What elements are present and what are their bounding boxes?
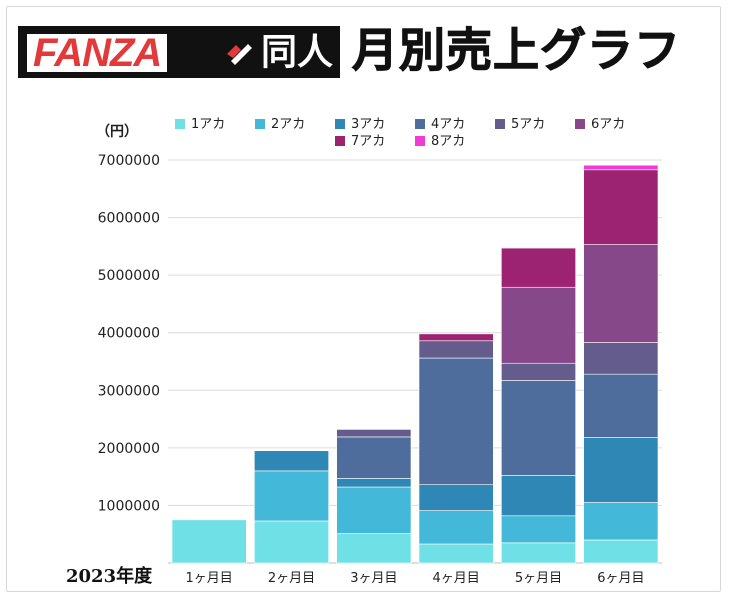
bars bbox=[171, 164, 659, 564]
bar-segment-4 bbox=[583, 373, 659, 438]
x-category-label: 3ヶ月目 bbox=[350, 571, 397, 586]
legend-swatch bbox=[335, 119, 345, 129]
bar-segment-5 bbox=[418, 340, 494, 359]
legend-swatch bbox=[255, 119, 265, 129]
legend-label: 4アカ bbox=[431, 117, 465, 132]
x-category-label: 5ヶ月目 bbox=[515, 571, 562, 586]
legend: 1アカ 2アカ 3アカ 4アカ 5アカ 6アカ 7アカ 8アカ bbox=[175, 117, 625, 149]
legend-label: 2アカ bbox=[271, 117, 305, 132]
fanza-check-icon bbox=[227, 44, 252, 65]
legend-swatch bbox=[495, 119, 505, 129]
y-tick-label: 6000000 bbox=[98, 211, 160, 227]
bar-segment-1 bbox=[583, 539, 659, 564]
bar-segment-1 bbox=[336, 533, 412, 564]
y-tick-label: 5000000 bbox=[98, 268, 160, 284]
y-tick-label: 2000000 bbox=[98, 441, 160, 457]
legend-label: 6アカ bbox=[591, 117, 625, 132]
bar-segment-2 bbox=[254, 470, 329, 522]
bar-segment-7 bbox=[501, 247, 576, 288]
x-category-label: 6ヶ月目 bbox=[597, 571, 644, 586]
bar-segment-6 bbox=[501, 286, 576, 364]
bar-segment-4 bbox=[501, 380, 576, 476]
legend-swatch bbox=[335, 136, 345, 146]
legend-swatch bbox=[415, 119, 425, 129]
y-axis-ticks: 1000000 2000000 3000000 4000000 5000000 60000… bbox=[98, 153, 160, 514]
bar-segment-3 bbox=[418, 484, 494, 511]
page-title: 月別売上グラフ bbox=[352, 23, 681, 78]
bar-segment-7 bbox=[583, 169, 659, 245]
legend-label: 8アカ bbox=[431, 134, 465, 149]
bar-segment-3 bbox=[336, 478, 412, 488]
y-tick-label: 4000000 bbox=[98, 326, 160, 342]
logo-fanza-text: FANZA bbox=[27, 33, 168, 73]
bar-segment-6 bbox=[583, 244, 659, 343]
chart-frame bbox=[6, 6, 721, 592]
bar-segment-1 bbox=[501, 542, 576, 564]
bar-segment-3 bbox=[501, 475, 576, 517]
gridlines bbox=[168, 159, 662, 564]
legend-swatch bbox=[175, 119, 185, 129]
bar-segment-2 bbox=[418, 510, 494, 545]
legend-swatch bbox=[575, 119, 585, 129]
y-tick-label: 3000000 bbox=[98, 383, 160, 399]
bar-segment-3 bbox=[254, 450, 329, 472]
x-category-label: 2ヶ月目 bbox=[268, 571, 315, 586]
logo-doujin-text: 同人 bbox=[261, 32, 334, 73]
y-unit-label: （円） bbox=[96, 124, 138, 140]
y-tick-label: 7000000 bbox=[98, 153, 160, 169]
bar-segment-2 bbox=[501, 515, 576, 544]
x-category-label: 1ヶ月目 bbox=[186, 571, 233, 586]
legend-label: 3アカ bbox=[351, 117, 385, 132]
bar-segment-8 bbox=[583, 164, 659, 171]
bar-segment-3 bbox=[583, 437, 659, 503]
bar-segment-4 bbox=[418, 357, 494, 486]
bar-segment-2 bbox=[583, 502, 659, 541]
bar-segment-1 bbox=[254, 520, 329, 564]
bar-segment-2 bbox=[336, 486, 412, 534]
bar-segment-4 bbox=[336, 436, 412, 479]
legend-label: 7アカ bbox=[351, 134, 385, 149]
fiscal-year-label: 2023年度 bbox=[66, 565, 153, 587]
bar-segment-5 bbox=[583, 342, 659, 375]
legend-label: 1アカ bbox=[191, 117, 225, 132]
fanza-doujin-logo: FANZA 同人 bbox=[18, 26, 340, 78]
x-category-label: 4ヶ月目 bbox=[433, 571, 480, 586]
legend-swatch bbox=[415, 136, 425, 146]
bar-segment-1 bbox=[171, 519, 247, 564]
legend-label: 5アカ bbox=[511, 117, 545, 132]
x-axis-categories: 1ヶ月目 2ヶ月目 3ヶ月目 4ヶ月目 5ヶ月目 6ヶ月目 bbox=[186, 571, 645, 586]
bar-segment-1 bbox=[418, 543, 494, 564]
bar-segment-5 bbox=[336, 429, 412, 438]
bar-segment-7 bbox=[418, 333, 494, 342]
bar-segment-5 bbox=[501, 362, 576, 381]
y-tick-label: 1000000 bbox=[98, 498, 160, 514]
